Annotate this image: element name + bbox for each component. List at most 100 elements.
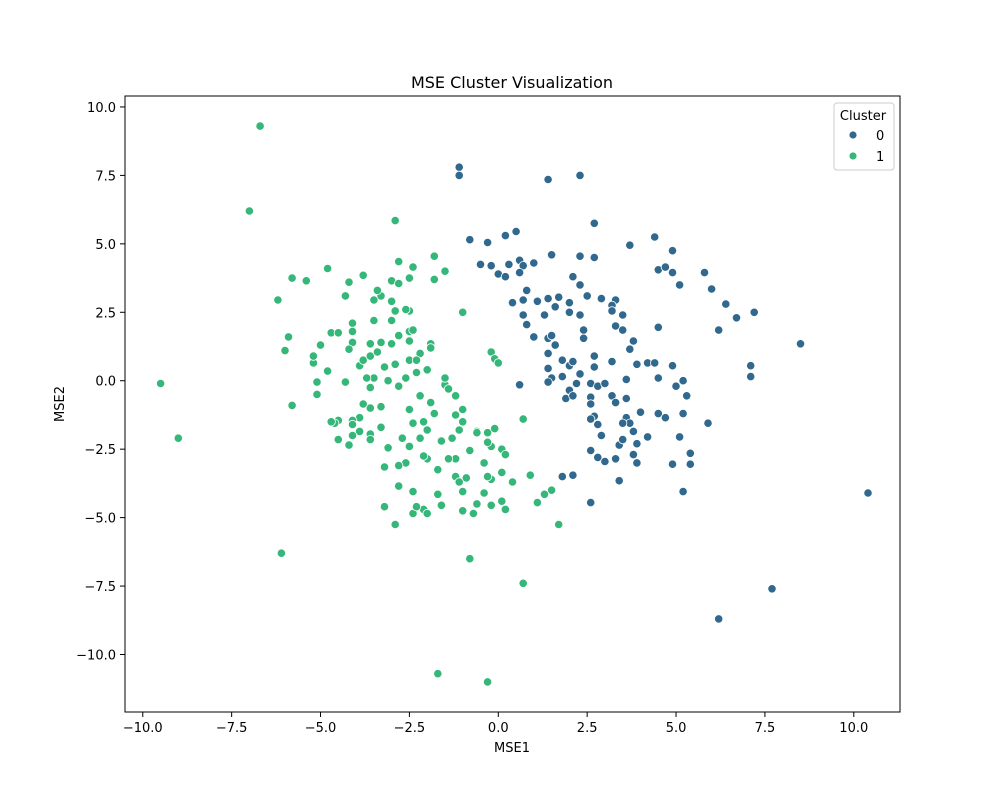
data-point-cluster-1 <box>369 295 379 305</box>
data-point-cluster-1 <box>440 373 450 383</box>
data-point-cluster-1 <box>365 382 375 393</box>
x-tick-label: −2.5 <box>394 721 426 736</box>
data-point-cluster-0 <box>628 449 639 460</box>
data-point-cluster-0 <box>543 174 553 185</box>
legend-box <box>833 102 895 171</box>
data-point-cluster-1 <box>379 362 390 372</box>
data-point-cluster-1 <box>344 344 354 354</box>
data-point-cluster-1 <box>394 330 404 341</box>
legend-marker-cluster-0 <box>848 130 858 140</box>
data-point-cluster-1 <box>390 216 400 226</box>
data-point-cluster-0 <box>571 378 582 389</box>
data-point-cluster-0 <box>618 310 628 320</box>
data-point-cluster-0 <box>625 240 635 250</box>
data-point-cluster-0 <box>660 413 671 423</box>
data-point-cluster-0 <box>518 310 528 320</box>
data-point-cluster-1 <box>440 266 450 276</box>
y-axis-label: MSE2 <box>53 386 68 422</box>
data-point-cluster-0 <box>482 237 493 248</box>
data-point-cluster-1 <box>376 402 386 412</box>
data-point-cluster-0 <box>706 284 717 294</box>
data-point-cluster-1 <box>518 578 528 588</box>
data-point-cluster-1 <box>490 423 500 434</box>
data-point-cluster-0 <box>714 325 724 335</box>
data-point-cluster-1 <box>276 548 286 558</box>
data-point-cluster-1 <box>411 502 422 512</box>
data-point-cluster-0 <box>454 162 464 172</box>
data-point-cluster-0 <box>582 291 592 301</box>
data-point-cluster-0 <box>557 371 567 382</box>
data-point-cluster-0 <box>514 380 525 390</box>
data-point-cluster-0 <box>660 262 671 272</box>
data-point-cluster-0 <box>568 470 578 480</box>
x-tick-label: 0.0 <box>488 721 509 736</box>
x-axis-label: MSE1 <box>494 741 530 756</box>
data-point-cluster-0 <box>667 267 678 278</box>
data-point-cluster-1 <box>347 318 358 328</box>
data-point-cluster-1 <box>358 399 368 409</box>
data-point-cluster-1 <box>376 422 386 432</box>
data-point-cluster-1 <box>482 677 493 687</box>
data-point-cluster-1 <box>404 273 414 283</box>
data-point-cluster-1 <box>340 291 350 301</box>
data-point-cluster-1 <box>429 251 439 261</box>
data-point-cluster-0 <box>632 439 642 449</box>
data-point-cluster-1 <box>344 440 354 450</box>
data-point-cluster-1 <box>394 460 404 471</box>
data-point-cluster-1 <box>436 436 446 446</box>
data-point-cluster-0 <box>642 432 653 442</box>
data-point-cluster-1 <box>404 441 414 451</box>
data-point-cluster-1 <box>418 417 429 427</box>
data-point-cluster-0 <box>586 497 596 508</box>
data-point-cluster-0 <box>671 381 681 391</box>
data-point-cluster-1 <box>497 467 507 477</box>
data-point-cluster-1 <box>422 365 432 375</box>
data-point-cluster-0 <box>600 378 610 389</box>
data-point-cluster-1 <box>422 508 432 519</box>
data-point-cluster-0 <box>475 259 486 269</box>
data-point-cluster-0 <box>618 325 628 335</box>
data-point-cluster-0 <box>511 226 521 237</box>
data-point-cluster-0 <box>678 486 688 497</box>
data-point-cluster-1 <box>386 315 397 326</box>
data-point-cluster-1 <box>376 337 386 347</box>
data-point-cluster-1 <box>497 496 507 506</box>
data-point-cluster-0 <box>575 170 585 180</box>
data-point-cluster-1 <box>322 263 333 274</box>
data-point-cluster-0 <box>554 292 564 302</box>
data-point-cluster-0 <box>543 363 553 373</box>
data-point-cluster-0 <box>650 358 660 368</box>
data-point-cluster-1 <box>383 443 393 453</box>
data-point-cluster-0 <box>522 319 532 330</box>
data-point-cluster-0 <box>550 302 560 312</box>
data-point-cluster-0 <box>618 434 628 445</box>
data-point-cluster-1 <box>315 340 326 350</box>
data-point-cluster-1 <box>500 449 510 460</box>
data-point-cluster-1 <box>465 554 475 564</box>
data-point-cluster-1 <box>390 519 400 530</box>
data-point-cluster-1 <box>458 506 468 516</box>
data-point-cluster-0 <box>500 272 510 282</box>
data-point-cluster-0 <box>625 344 635 354</box>
data-point-cluster-0 <box>575 280 585 290</box>
data-point-cluster-1 <box>411 367 422 378</box>
data-point-cluster-0 <box>607 306 617 316</box>
y-tick-label: −10.0 <box>76 649 116 664</box>
data-point-cluster-1 <box>458 417 468 427</box>
data-point-cluster-1 <box>156 378 166 389</box>
data-point-cluster-0 <box>667 246 678 256</box>
data-point-cluster-0 <box>543 377 553 387</box>
data-point-cluster-0 <box>546 250 557 260</box>
data-point-cluster-0 <box>621 393 631 404</box>
data-point-cluster-0 <box>586 399 596 409</box>
y-axis: −10.0 −7.5 −5.0 −2.5 0.0 2.5 5.0 7.5 10.0 <box>76 101 125 664</box>
legend-marker-cluster-1 <box>848 151 858 161</box>
data-point-cluster-0 <box>514 267 525 278</box>
data-point-cluster-0 <box>863 488 873 498</box>
y-tick-label: −7.5 <box>84 580 116 595</box>
data-point-cluster-1 <box>287 273 297 283</box>
x-tick-label: 10.0 <box>839 721 868 736</box>
data-point-cluster-1 <box>287 400 297 410</box>
data-point-cluster-0 <box>653 408 663 419</box>
